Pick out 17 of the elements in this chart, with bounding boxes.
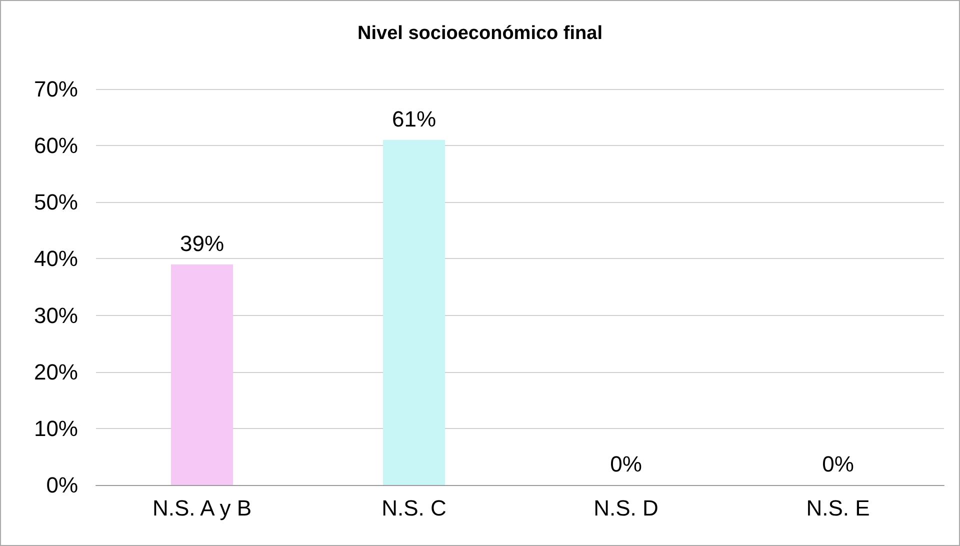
x-tick-label: N.S. E — [806, 496, 870, 520]
y-tick-label: 40% — [34, 246, 78, 272]
x-tick-label: N.S. C — [382, 496, 446, 520]
x-tick-label: N.S. D — [594, 496, 658, 520]
data-label: 0% — [610, 452, 642, 476]
y-tick-label: 20% — [34, 359, 78, 384]
data-label: 0% — [822, 452, 854, 476]
x-tick-label: N.S. A y B — [152, 496, 252, 520]
data-label: 39% — [180, 230, 224, 256]
data-label: 61% — [392, 106, 436, 132]
y-tick-label: 50% — [34, 190, 78, 215]
chart-title: Nivel socioeconómico final — [358, 23, 602, 44]
y-tick-label: 60% — [34, 133, 78, 158]
y-tick-label: 30% — [34, 302, 78, 328]
y-tick-label: 0% — [46, 472, 78, 498]
y-tick-label: 10% — [34, 416, 78, 441]
y-tick-label: 70% — [34, 76, 78, 102]
